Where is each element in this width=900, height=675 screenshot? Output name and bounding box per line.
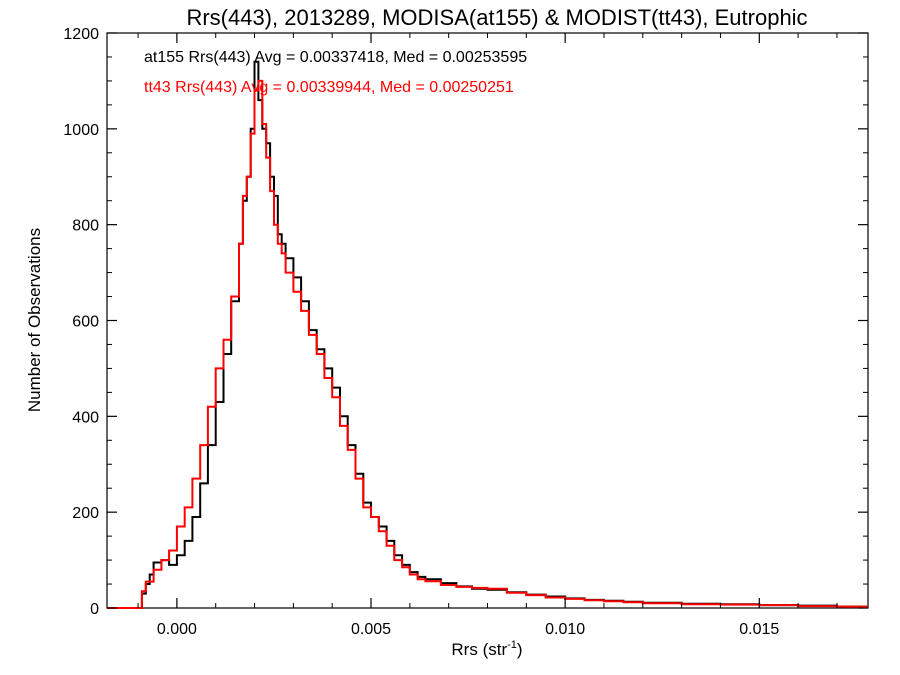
legend-entry-tt43: tt43 Rrs(443) Avg = 0.00339944, Med = 0.… xyxy=(144,79,514,96)
series-line-1 xyxy=(107,79,868,609)
x-tick-label: 0.005 xyxy=(351,621,391,638)
legend-entry-at155: at155 Rrs(443) Avg = 0.00337418, Med = 0… xyxy=(144,49,527,66)
y-tick-label: 800 xyxy=(72,218,99,235)
x-tick-label: 0.000 xyxy=(157,621,197,638)
x-axis-label: Rrs (str-1) xyxy=(451,639,522,659)
y-axis-label: Number of Observations xyxy=(25,228,44,412)
y-tick-label: 600 xyxy=(72,314,99,331)
y-tick-label: 1200 xyxy=(63,26,99,43)
y-tick-label: 0 xyxy=(90,601,99,618)
x-tick-label: 0.010 xyxy=(545,621,585,638)
x-axis-label-sup: -1 xyxy=(507,639,517,651)
plot-frame xyxy=(106,32,869,609)
legend: at155 Rrs(443) Avg = 0.00337418, Med = 0… xyxy=(144,49,527,96)
y-tick-label: 200 xyxy=(72,505,99,522)
y-tick-label: 400 xyxy=(72,409,99,426)
chart-title: Rrs(443), 2013289, MODISA(at155) & MODIS… xyxy=(186,5,807,30)
series-layer xyxy=(107,60,868,609)
plot-area: 0.000 0.005 0.010 0.015 0 200 400 600 800 1000 12… xyxy=(63,26,869,638)
x-axis-ticks: 0.000 0.005 0.010 0.015 xyxy=(137,33,838,638)
x-axis-label-close: ) xyxy=(517,640,523,659)
y-tick-label: 1000 xyxy=(63,122,99,139)
x-axis-label-text: Rrs (str xyxy=(451,640,507,659)
y-axis-ticks: 0 200 400 600 800 1000 1200 xyxy=(63,26,868,618)
series-line-0 xyxy=(107,60,868,609)
x-tick-label: 0.015 xyxy=(739,621,779,638)
